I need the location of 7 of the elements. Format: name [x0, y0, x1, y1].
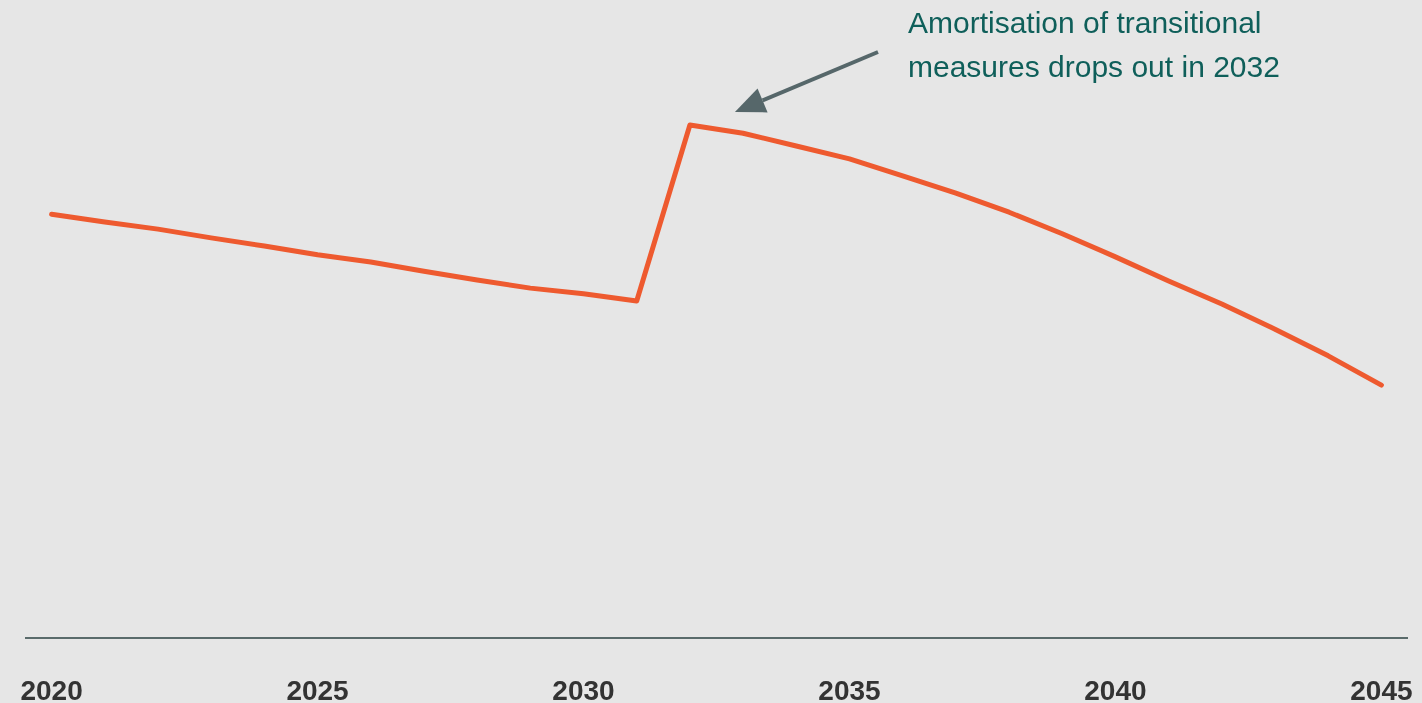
x-tick-label: 2035 [818, 675, 881, 703]
x-tick-label: 2030 [552, 675, 615, 703]
x-tick-label: 2045 [1350, 675, 1413, 703]
x-tick-label: 2020 [20, 675, 83, 703]
x-tick-label: 2040 [1084, 675, 1147, 703]
text: Amortisation of transitional measures drops out in 2032 [908, 6, 1280, 83]
x-tick-label: 2025 [286, 675, 349, 703]
